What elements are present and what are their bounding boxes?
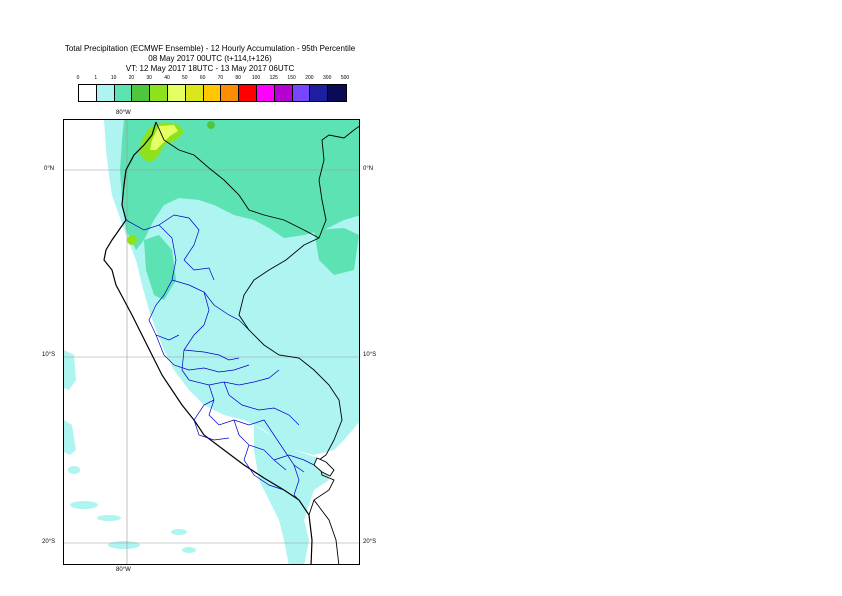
legend-label-2: 10: [110, 75, 117, 81]
lat-label-10s-right: 10°S: [363, 352, 377, 358]
legend-swatch-6: [185, 85, 204, 101]
lon-label-top: 80°W: [116, 110, 131, 116]
legend-label-11: 125: [269, 75, 278, 81]
precip-light-spot-1: [70, 501, 98, 509]
legend-label-0: 0: [76, 75, 80, 81]
legend-label-5: 40: [164, 75, 170, 81]
border-peru-bolivia: [308, 439, 335, 516]
precip-light-offshore-2: [64, 420, 76, 455]
border-colombia-ecuador: [155, 121, 320, 239]
precip-yellow-cell: [150, 125, 178, 150]
legend-swatch-0: [79, 85, 97, 101]
legend-swatch-9: [239, 85, 257, 101]
legend-label-10: 100: [251, 75, 261, 81]
legend-label-15: 500: [340, 75, 350, 81]
lat-label-10s-left: 10°S: [42, 352, 56, 358]
legend-swatch-14: [328, 85, 346, 101]
legend-label-8: 70: [217, 75, 224, 81]
legend-label-1: 1: [94, 75, 98, 81]
map-canvas: [64, 120, 359, 564]
legend-label-3: 20: [128, 75, 135, 81]
legend-swatch-13: [310, 85, 329, 101]
precip-light-spot-4: [171, 529, 187, 535]
precip-light-spot-6: [68, 466, 80, 474]
color-legend: [78, 84, 347, 102]
precip-green-spot: [127, 235, 137, 245]
legend-swatch-11: [274, 85, 293, 101]
precipitation-map: [63, 119, 360, 565]
lat-label-0-left: 0°N: [44, 166, 55, 172]
coastline: [103, 121, 313, 564]
lat-label-20s-right: 20°S: [363, 539, 377, 545]
chart-run-time: 08 May 2017 00UTC (t+114,t+126): [148, 54, 272, 63]
legend-label-7: 60: [199, 75, 206, 81]
precip-light-spot-2: [97, 515, 121, 521]
legend-label-13: 200: [305, 75, 314, 81]
legend-swatch-8: [221, 85, 240, 101]
precip-medium-east: [314, 228, 359, 275]
legend-swatch-2: [114, 85, 133, 101]
legend-label-9: 80: [235, 75, 241, 81]
legend-swatch-7: [203, 85, 222, 101]
chart-valid-time: VT: 12 May 2017 18UTC - 13 May 2017 06UT…: [125, 64, 295, 73]
legend-label-6: 50: [182, 75, 188, 81]
regional-boundaries: [125, 214, 315, 501]
precip-light-offshore-1: [64, 350, 76, 390]
precip-medium-andes: [144, 235, 176, 300]
precip-light-spot-3: [108, 541, 140, 549]
legend-label-14: 300: [323, 75, 332, 81]
legend-swatch-10: [256, 85, 275, 101]
legend-label-4: 30: [146, 75, 152, 81]
lon-label-bottom: 80°W: [116, 567, 131, 573]
legend-label-12: 150: [287, 75, 296, 81]
legend-swatch-4: [150, 85, 168, 101]
legend-swatch-1: [96, 85, 115, 101]
legend-swatch-5: [167, 85, 186, 101]
border-bolivia-chile: [313, 499, 340, 564]
legend-swatch-12: [292, 85, 311, 101]
precip-light-spot-5: [182, 547, 196, 553]
lat-label-20s-left: 20°S: [42, 539, 56, 545]
border-peru-brazil: [238, 237, 343, 441]
legend-swatch-3: [132, 85, 151, 101]
chart-title: Total Precipitation (ECMWF Ensemble) - 1…: [64, 44, 356, 53]
border-brazil-north: [318, 125, 359, 239]
precip-medium-area: [120, 120, 359, 250]
lat-label-0-right: 0°N: [363, 166, 374, 172]
precip-green-spot-2: [207, 121, 215, 129]
